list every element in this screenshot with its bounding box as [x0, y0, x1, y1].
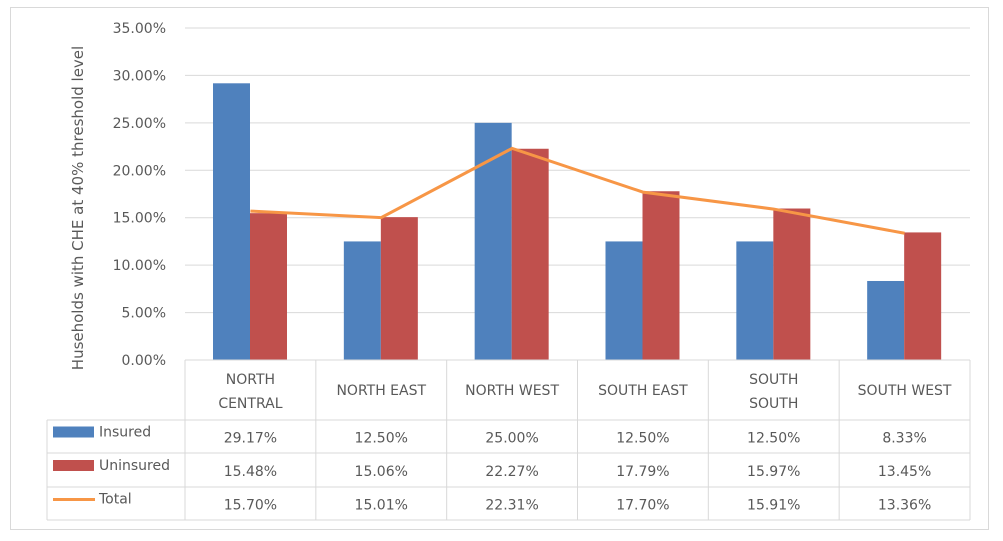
bar-insured: [343, 241, 381, 360]
legend-key-insured: [53, 426, 94, 438]
data-label: 15.70%: [224, 498, 277, 514]
legend-key-uninsured: [53, 460, 94, 471]
y-tick-label: 30.00%: [113, 68, 166, 84]
bar-insured: [867, 280, 905, 360]
category-label: SOUTH EAST: [598, 383, 688, 399]
data-label: 13.36%: [878, 498, 931, 514]
data-label: 15.97%: [747, 464, 800, 480]
bar-uninsured: [250, 213, 287, 360]
data-label: 15.01%: [355, 498, 408, 514]
legend-label-uninsured: Uninsured: [99, 458, 170, 474]
category-label: NORTH EAST: [336, 383, 426, 399]
bar-insured: [605, 241, 643, 360]
data-label: 12.50%: [616, 431, 669, 447]
data-label: 13.45%: [878, 464, 931, 480]
data-label: 12.50%: [355, 431, 408, 447]
y-tick-label: 25.00%: [113, 116, 166, 132]
data-label: 15.91%: [747, 498, 800, 514]
y-tick-label: 15.00%: [113, 211, 166, 227]
data-label: 25.00%: [485, 431, 538, 447]
bar-uninsured: [511, 148, 549, 360]
bar-insured: [213, 83, 250, 361]
category-label: SOUTH WEST: [858, 383, 952, 399]
data-label: 22.31%: [485, 498, 538, 514]
legend-label-insured: Insured: [99, 425, 151, 441]
category-label: SOUTH: [749, 396, 798, 412]
bar-uninsured: [380, 217, 418, 360]
y-tick-label: 35.00%: [113, 21, 166, 37]
bar-uninsured: [904, 232, 942, 360]
y-tick-label: 20.00%: [113, 163, 166, 179]
data-label: 15.06%: [355, 464, 408, 480]
data-label: 17.70%: [616, 498, 669, 514]
y-tick-label: 0.00%: [122, 353, 166, 369]
legend-label-total: Total: [98, 492, 132, 508]
y-tick-label: 10.00%: [113, 258, 166, 274]
data-label: 29.17%: [224, 431, 277, 447]
bar-insured: [736, 241, 774, 360]
line-total: [250, 146, 905, 235]
category-label: NORTH: [226, 372, 275, 388]
category-label: NORTH WEST: [465, 383, 559, 399]
chart-frame: [10, 7, 989, 530]
y-tick-label: 5.00%: [122, 306, 166, 322]
y-axis-title: Huseholds with CHE at 40% threshold leve…: [69, 46, 87, 370]
bar-uninsured: [773, 208, 811, 360]
data-label: 15.48%: [224, 464, 277, 480]
data-label: 8.33%: [882, 431, 926, 447]
category-label: SOUTH: [749, 372, 798, 388]
bar-insured: [474, 122, 512, 360]
data-label: 17.79%: [616, 464, 669, 480]
data-label: 12.50%: [747, 431, 800, 447]
data-label: 22.27%: [485, 464, 538, 480]
category-label: CENTRAL: [218, 396, 282, 412]
bar-uninsured: [642, 191, 680, 360]
